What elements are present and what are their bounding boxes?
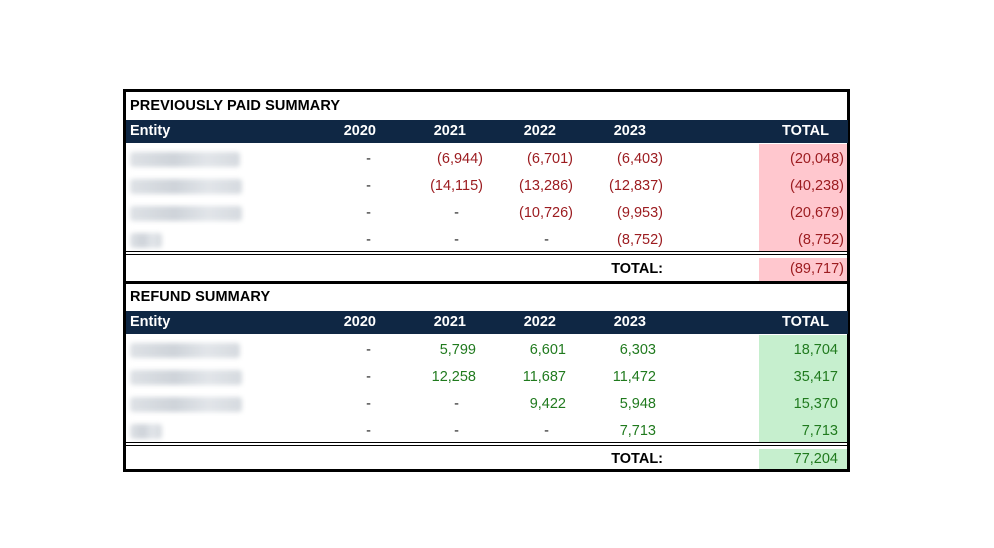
paid-summary-title: PREVIOUSLY PAID SUMMARY	[130, 98, 341, 114]
cell-2023: (12,837)	[608, 178, 663, 194]
cell-2021: -	[454, 232, 459, 248]
cell-2021: -	[454, 423, 459, 439]
paid-header-total-cell: TOTAL	[759, 120, 848, 143]
paid-total-column-fill	[759, 144, 847, 251]
cell-2021: -	[454, 396, 459, 412]
cell-total: 15,370	[793, 396, 838, 412]
entity-name-redacted	[130, 397, 242, 412]
entity-name-redacted	[130, 343, 240, 358]
table-row: - - 9,422 5,948 15,370	[126, 391, 847, 418]
cell-total: 7,713	[801, 423, 838, 439]
refund-header-row: Entity 2020 2021 2022 2023	[126, 311, 797, 334]
refund-header-entity: Entity	[130, 314, 171, 330]
cell-2021: 12,258	[431, 369, 476, 385]
cell-2023: (8,752)	[617, 232, 663, 248]
paid-header-total: TOTAL	[782, 123, 829, 139]
paid-header-2020: 2020	[343, 123, 376, 139]
refund-total-column-fill	[759, 335, 847, 442]
cell-2023: 6,303	[619, 342, 656, 358]
cell-2022: (10,726)	[518, 205, 573, 221]
cell-total: (40,238)	[789, 178, 844, 194]
paid-header-2021: 2021	[433, 123, 466, 139]
cell-2023: 5,948	[619, 396, 656, 412]
refund-header-2022: 2022	[523, 314, 556, 330]
cell-2020: -	[366, 151, 371, 167]
table-row: - - (10,726) (9,953) (20,679)	[126, 200, 847, 227]
entity-name-redacted	[130, 233, 162, 248]
entity-name-redacted	[130, 179, 242, 194]
paid-header-entity: Entity	[130, 123, 171, 139]
cell-total: 18,704	[793, 342, 838, 358]
table-row: - (6,944) (6,701) (6,403) (20,048)	[126, 146, 847, 173]
table-row: - - - (8,752) (8,752)	[126, 227, 847, 254]
cell-2023: 11,472	[612, 369, 656, 385]
cell-2022: 9,422	[529, 396, 566, 412]
entity-name-redacted	[130, 424, 162, 439]
cell-2022: -	[544, 232, 549, 248]
table-row: - (14,115) (13,286) (12,837) (40,238)	[126, 173, 847, 200]
cell-2023: (6,403)	[617, 151, 663, 167]
refund-header-2021: 2021	[433, 314, 466, 330]
cell-2020: -	[366, 342, 371, 358]
refund-grand-total: 77,204	[793, 451, 838, 467]
cell-2020: -	[366, 423, 371, 439]
cell-2020: -	[366, 369, 371, 385]
paid-grand-total-fill	[759, 258, 847, 281]
paid-header-2023: 2023	[613, 123, 646, 139]
cell-2020: -	[366, 396, 371, 412]
divider	[126, 445, 847, 446]
table-row: - 5,799 6,601 6,303 18,704	[126, 337, 847, 364]
table-row: - - - 7,713 7,713	[126, 418, 847, 445]
cell-total: (20,679)	[789, 205, 844, 221]
cell-2020: -	[366, 232, 371, 248]
cell-2021: -	[454, 205, 459, 221]
cell-2023: (9,953)	[617, 205, 663, 221]
paid-header-2022: 2022	[523, 123, 556, 139]
cell-2022: 11,687	[522, 369, 566, 385]
cell-2022: (6,701)	[527, 151, 573, 167]
cell-2022: 6,601	[529, 342, 566, 358]
divider	[126, 254, 847, 255]
summary-sheet: PREVIOUSLY PAID SUMMARY Entity 2020 2021…	[123, 89, 850, 472]
cell-2021: 5,799	[439, 342, 476, 358]
refund-grand-total-fill	[759, 449, 847, 469]
paid-total-label: TOTAL:	[611, 261, 663, 277]
cell-2020: -	[366, 205, 371, 221]
cell-2022: (13,286)	[518, 178, 573, 194]
paid-header-row: Entity 2020 2021 2022 2023	[126, 120, 797, 143]
section-divider	[126, 281, 847, 284]
table-row: - 12,258 11,687 11,472 35,417	[126, 364, 847, 391]
cell-total: (20,048)	[789, 151, 844, 167]
divider	[126, 251, 847, 252]
cell-2021: (6,944)	[437, 151, 483, 167]
cell-total: 35,417	[793, 369, 838, 385]
entity-name-redacted	[130, 152, 240, 167]
refund-header-total-cell: TOTAL	[759, 311, 848, 334]
cell-2021: (14,115)	[430, 178, 483, 194]
paid-grand-total: (89,717)	[789, 261, 844, 277]
refund-header-total: TOTAL	[782, 314, 829, 330]
divider	[126, 442, 847, 443]
refund-summary-title: REFUND SUMMARY	[130, 289, 271, 305]
cell-total: (8,752)	[798, 232, 844, 248]
cell-2020: -	[366, 178, 371, 194]
cell-2023: 7,713	[619, 423, 656, 439]
cell-2022: -	[544, 423, 549, 439]
refund-total-label: TOTAL:	[611, 451, 663, 467]
entity-name-redacted	[130, 370, 242, 385]
entity-name-redacted	[130, 206, 242, 221]
refund-header-2023: 2023	[613, 314, 646, 330]
refund-header-2020: 2020	[343, 314, 376, 330]
